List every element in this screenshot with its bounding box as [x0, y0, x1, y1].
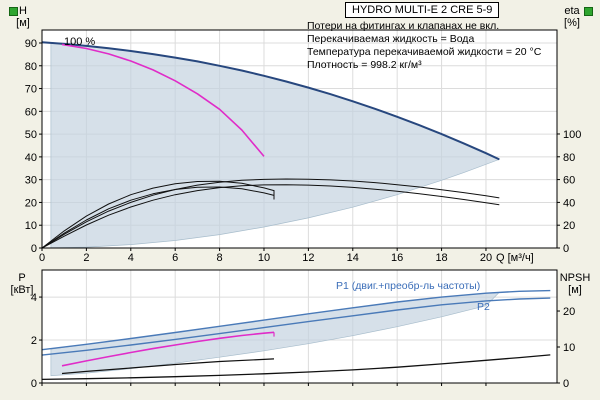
- q-axis-title: Q [м³/ч]: [496, 252, 534, 264]
- y-right-tick-label: 40: [563, 197, 575, 209]
- resize-handle-top-right[interactable]: [584, 7, 593, 16]
- p2-curve-label: P2: [477, 301, 490, 313]
- npsh-axis-title: NPSH [м]: [552, 272, 598, 296]
- y-left-tick-label: 2: [31, 335, 37, 347]
- curve-duty-curve: [61, 43, 265, 157]
- p-axis-title: P [кВт]: [4, 272, 40, 296]
- curve-duty-power: [61, 331, 275, 367]
- curve-eta-short-1: [41, 180, 275, 249]
- curve-eta-long-1: [41, 178, 500, 249]
- curve-p1-curve: [41, 289, 551, 351]
- x-tick-label: 4: [128, 252, 134, 264]
- x-tick-label: 16: [391, 252, 403, 264]
- y-right-tick-label: 60: [563, 175, 575, 187]
- x-tick-label: 0: [39, 252, 45, 264]
- y-right-tick-label: 10: [563, 342, 575, 354]
- y-left-tick-label: 40: [25, 152, 37, 164]
- info-line-fittings: Потери на фитингах и клапанах не вкл.: [307, 20, 500, 32]
- curve-eta-short-2: [41, 186, 275, 249]
- p-axis-symbol: P: [18, 272, 26, 284]
- y-right-tick-label: 80: [563, 152, 575, 164]
- y-left-tick-label: 0: [31, 243, 37, 255]
- y-left-tick-label: 0: [31, 378, 37, 390]
- y-left-tick-label: 4: [31, 292, 37, 304]
- y-left-tick-label: 90: [25, 38, 37, 50]
- h-axis-title: H [м]: [8, 5, 38, 29]
- x-tick-label: 12: [302, 252, 314, 264]
- curve-eta-long-2: [41, 184, 500, 249]
- y-left-tick-label: 50: [25, 129, 37, 141]
- y-left-tick-label: 80: [25, 61, 37, 73]
- resize-handle-top-left[interactable]: [9, 7, 18, 16]
- npsh-axis-symbol: NPSH: [559, 272, 591, 284]
- info-line-density: Плотность = 998.2 кг/м³: [307, 59, 422, 71]
- x-tick-label: 18: [435, 252, 447, 264]
- plot-border: [41, 269, 558, 384]
- eta-axis-title: eta [%]: [552, 5, 592, 29]
- curve-p2-curve: [41, 297, 551, 356]
- x-tick-label: 10: [258, 252, 270, 264]
- speed-label: 100 %: [64, 36, 96, 48]
- info-line-liquid: Перекачиваемая жидкость = Вода: [307, 33, 475, 45]
- plot-border: [41, 29, 558, 249]
- curve-p-aux-black: [61, 358, 275, 375]
- y-right-tick-label: 20: [563, 220, 575, 232]
- eta-axis-unit: [%]: [564, 17, 580, 29]
- y-right-tick-label: 0: [563, 243, 569, 255]
- info-block: Потери на фитингах и клапанах не вкл. Пе…: [307, 20, 541, 72]
- x-tick-label: 6: [172, 252, 178, 264]
- y-left-tick-label: 70: [25, 84, 37, 96]
- p-axis-unit: [кВт]: [10, 284, 34, 296]
- y-left-tick-label: 20: [25, 197, 37, 209]
- info-line-temperature: Температура перекачиваемой жидкости = 20…: [307, 46, 542, 58]
- y-right-tick-label: 20: [563, 306, 575, 318]
- x-tick-label: 20: [480, 252, 492, 264]
- y-right-tick-label: 100: [563, 129, 581, 141]
- h-axis-symbol: H: [19, 5, 27, 17]
- npsh-axis-unit: [м]: [568, 284, 582, 296]
- y-left-tick-label: 10: [25, 220, 37, 232]
- eta-axis-symbol: eta: [564, 5, 580, 17]
- pump-title: HYDRO MULTI-E 2 CRE 5-9: [345, 2, 500, 18]
- x-tick-label: 2: [83, 252, 89, 264]
- y-left-tick-label: 60: [25, 106, 37, 118]
- h-axis-unit: [м]: [16, 17, 30, 29]
- y-right-tick-label: 0: [563, 378, 569, 390]
- curve-npsh-curve: [41, 354, 551, 381]
- x-tick-label: 8: [217, 252, 223, 264]
- curve-pump-100pct: [41, 41, 500, 161]
- x-tick-label: 14: [347, 252, 359, 264]
- p1-curve-label: P1 (двиг.+преобр-ль частоты): [336, 280, 481, 292]
- y-left-tick-label: 30: [25, 175, 37, 187]
